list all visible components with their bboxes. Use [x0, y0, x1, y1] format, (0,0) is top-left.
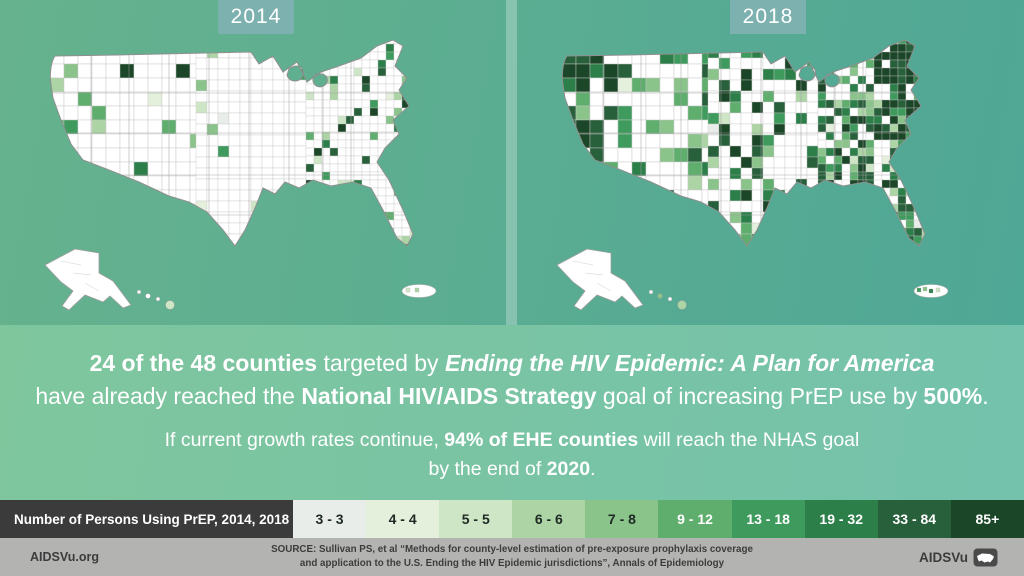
legend-bin: 7 - 8 [585, 500, 659, 538]
text-segment: Ending the HIV Epidemic: A Plan for Amer… [444, 350, 935, 376]
subheadline: If current growth rates continue, 94% of… [165, 426, 860, 483]
map-section: 2014 2018 [0, 0, 1024, 325]
legend-bar: Number of Persons Using PrEP, 2014, 2018… [0, 500, 1024, 538]
subheadline-line-1: If current growth rates continue, 94% of… [165, 426, 860, 454]
footer-bar: AIDSVu.org SOURCE: Sullivan PS, et al “M… [0, 538, 1024, 576]
text-segment: 500% [923, 382, 983, 409]
legend-bin: 3 - 3 [293, 500, 367, 538]
headline-line-1: 24 of the 48 counties targeted by Ending… [35, 347, 988, 380]
legend-bin: 33 - 84 [877, 500, 951, 538]
aidsvu-logo-text: AIDSVu [918, 549, 968, 565]
legend-bin: 6 - 6 [512, 500, 586, 538]
text-segment: 94% of EHE counties [444, 429, 639, 452]
footer-site-link[interactable]: AIDSVu.org [30, 550, 99, 564]
legend-bin: 85+ [950, 500, 1024, 538]
text-segment: . [590, 457, 596, 480]
legend-title: Number of Persons Using PrEP, 2014, 2018 [0, 500, 293, 538]
footer-source: SOURCE: Sullivan PS, et al “Methods for … [202, 543, 822, 570]
map-panel-2014: 2014 [0, 0, 512, 325]
us-choropleth-map-2014 [44, 39, 437, 311]
aidsvu-logo: AIDSVu [919, 548, 998, 567]
subheadline-line-2: by the end of 2020. [165, 455, 860, 483]
us-choropleth-map-2018 [556, 39, 949, 311]
text-segment: . [982, 382, 989, 409]
text-section: 24 of the 48 counties targeted by Ending… [0, 325, 1024, 500]
text-segment: If current growth rates continue, [164, 429, 445, 452]
text-segment: goal of increasing PrEP use by [596, 382, 924, 409]
legend-bin: 13 - 18 [731, 500, 805, 538]
text-segment: have already reached the [35, 382, 302, 409]
legend-bin: 5 - 5 [439, 500, 513, 538]
text-segment: National HIV/AIDS Strategy [301, 382, 597, 409]
usa-map-icon [973, 548, 998, 566]
text-segment: targeted by [317, 350, 445, 376]
text-segment: will reach the NHAS goal [638, 429, 860, 452]
panel-divider [506, 0, 517, 325]
headline: 24 of the 48 counties targeted by Ending… [35, 347, 988, 412]
text-segment: 2020 [546, 457, 591, 480]
map-panel-2018: 2018 [512, 0, 1024, 325]
footer-source-line-2: and application to the U.S. Ending the H… [299, 558, 725, 569]
year-badge-2018: 2018 [730, 0, 806, 34]
footer-source-line-1: SOURCE: Sullivan PS, et al “Methods for … [271, 544, 753, 556]
headline-line-2: have already reached the National HIV/AI… [35, 380, 988, 413]
year-badge-2014: 2014 [218, 0, 294, 34]
legend-bin: 9 - 12 [658, 500, 732, 538]
text-segment: by the end of [428, 457, 547, 480]
text-segment: 24 of the 48 counties [89, 350, 318, 376]
legend-bin: 4 - 4 [366, 500, 440, 538]
legend-bin: 19 - 32 [804, 500, 878, 538]
